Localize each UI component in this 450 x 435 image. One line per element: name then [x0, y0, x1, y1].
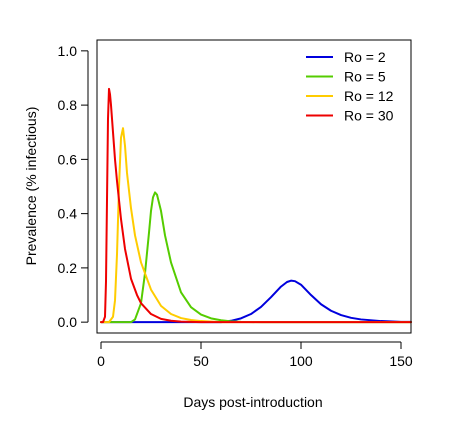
x-tick-label-0: 0: [97, 353, 105, 369]
y-tick-label-1: 0.2: [58, 260, 78, 276]
x-tick-label-150: 150: [389, 353, 413, 369]
legend: Ro = 2 Ro = 5 Ro = 12 Ro = 30: [306, 49, 394, 124]
axes-layer: 0 50 100 150 0.0 0.2 0.4 0.6 0.8 1.0: [58, 39, 413, 369]
y-tick-label-0: 0.0: [58, 314, 78, 330]
x-tick-label-100: 100: [289, 353, 313, 369]
series-line-3: [100, 127, 412, 324]
y-tick-label-5: 1.0: [58, 43, 78, 59]
y-tick-label-2: 0.4: [58, 206, 78, 222]
legend-label-2: Ro = 5: [344, 69, 386, 85]
legend-label-1: Ro = 2: [344, 49, 386, 65]
x-tick-label-50: 50: [193, 353, 209, 369]
series-line-2: [100, 191, 412, 324]
legend-label-3: Ro = 12: [344, 88, 394, 104]
legend-label-4: Ro = 30: [344, 108, 394, 124]
y-tick-label-4: 0.8: [58, 97, 78, 113]
series-line-1: [100, 279, 412, 324]
series-layer: [100, 87, 412, 324]
x-axis-label: Days post-introduction: [183, 394, 322, 410]
series-line-4: [100, 87, 412, 324]
plot-frame: [96, 39, 412, 334]
y-tick-label-3: 0.6: [58, 151, 78, 167]
y-axis-label: Prevalence (% infectious): [23, 107, 39, 266]
